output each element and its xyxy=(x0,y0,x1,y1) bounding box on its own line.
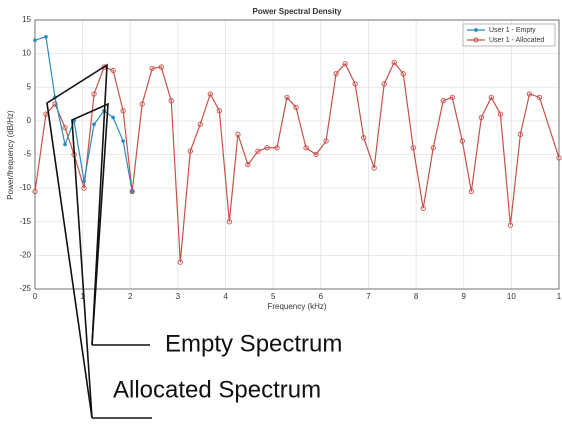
data-point xyxy=(361,135,367,141)
data-point xyxy=(32,188,38,195)
data-point xyxy=(468,188,474,195)
data-point xyxy=(91,91,97,97)
data-point xyxy=(459,138,465,144)
data-point xyxy=(197,121,203,127)
x-tick-label: 8 xyxy=(414,292,419,301)
legend-label: User 1 - Allocated xyxy=(489,37,544,44)
data-point xyxy=(44,34,48,39)
y-tick-label: -5 xyxy=(24,150,32,159)
data-point xyxy=(264,145,270,151)
axes-box xyxy=(34,19,560,290)
x-tick-label: 0 xyxy=(33,292,38,301)
y-tick-label: -15 xyxy=(19,217,31,226)
data-point xyxy=(245,161,251,168)
data-point xyxy=(333,71,339,77)
data-point xyxy=(139,101,145,107)
data-point xyxy=(62,124,68,131)
data-point xyxy=(410,145,416,151)
data-point xyxy=(323,138,329,144)
data-point xyxy=(226,219,233,225)
x-tick-label: 2 xyxy=(128,292,133,301)
data-point xyxy=(400,71,406,77)
data-point xyxy=(81,185,87,191)
series-line xyxy=(34,61,560,263)
data-point xyxy=(187,148,193,154)
data-point xyxy=(371,165,377,171)
data-point xyxy=(121,139,125,143)
legend-label: User 1 - Empty xyxy=(489,27,536,34)
data-point xyxy=(177,259,183,265)
data-point xyxy=(420,205,426,211)
x-tick-label: 1 xyxy=(80,292,85,301)
y-tick-label: 15 xyxy=(22,15,31,24)
data-point xyxy=(274,145,280,151)
y-tick-label: 0 xyxy=(27,116,32,125)
x-tick-label: 5 xyxy=(271,292,276,301)
y-tick-label: -25 xyxy=(19,284,31,293)
pointer xyxy=(46,63,108,419)
data-point xyxy=(168,98,174,104)
data-point xyxy=(52,101,58,107)
data-point xyxy=(120,108,126,114)
data-point xyxy=(352,81,358,87)
legend-marker xyxy=(474,28,478,32)
legend-marker xyxy=(473,37,479,43)
y-tick-label: -10 xyxy=(19,183,31,192)
data-point xyxy=(284,94,290,100)
data-point xyxy=(235,131,241,137)
x-tick-label: 4 xyxy=(223,292,228,301)
data-point xyxy=(111,115,115,120)
annotation: Allocated Spectrum xyxy=(113,376,321,403)
data-point xyxy=(130,189,135,194)
x-tick-label: 10 xyxy=(507,292,516,301)
x-tick-label: 6 xyxy=(319,292,324,301)
data-point xyxy=(216,108,223,114)
x-axis-label: Frequency (kHz) xyxy=(267,302,326,311)
data-point xyxy=(207,91,213,97)
x-tick-label: 7 xyxy=(366,292,371,301)
data-point xyxy=(556,155,562,161)
x-tick-label: 3 xyxy=(176,292,181,301)
y-tick-label: 5 xyxy=(27,82,32,91)
data-point xyxy=(440,98,446,104)
legend: User 1 - Empty User 1 - Allocated xyxy=(462,23,556,47)
data-point xyxy=(313,151,319,158)
data-point xyxy=(449,94,455,100)
data-point xyxy=(526,91,533,97)
y-axis-label: Power/frequency (dB/Hz) xyxy=(6,110,15,200)
data-point xyxy=(381,81,387,87)
data-point xyxy=(149,65,155,72)
data-point xyxy=(303,145,309,151)
legend-box xyxy=(462,23,556,47)
y-tick-label: 10 xyxy=(22,49,31,58)
annotation-pointers xyxy=(46,63,152,419)
plot-area: -25 -20 -15 -10 -5 0 5 10 15 0 1 2 3 4 5 6 7 8 9 10 1 User 1 … xyxy=(19,15,561,301)
pointer xyxy=(71,102,109,419)
annotation: Empty Spectrum xyxy=(165,330,342,357)
data-point xyxy=(430,145,436,151)
data-point xyxy=(536,94,543,100)
data-point xyxy=(342,61,348,67)
data-point xyxy=(507,222,514,228)
data-point xyxy=(158,64,164,70)
x-tick-label: 9 xyxy=(462,292,467,301)
data-point xyxy=(293,104,299,111)
x-tick-label: 1 xyxy=(557,292,562,301)
data-point xyxy=(391,59,397,66)
data-point xyxy=(63,142,67,147)
data-point xyxy=(517,131,524,137)
data-point xyxy=(255,148,261,154)
data-point xyxy=(497,111,504,117)
data-point xyxy=(92,122,96,127)
data-point xyxy=(110,67,116,74)
data-point xyxy=(488,94,495,100)
data-point xyxy=(82,179,86,184)
y-tick-label: -20 xyxy=(19,250,31,259)
data-point xyxy=(33,38,37,43)
chart-title: Power Spectral Density xyxy=(253,7,342,16)
data-point xyxy=(478,114,485,121)
